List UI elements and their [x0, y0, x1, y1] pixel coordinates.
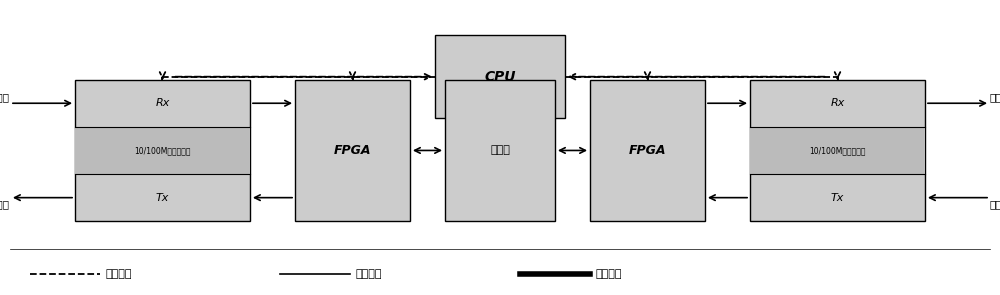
- Text: 数据总线: 数据总线: [355, 269, 382, 279]
- Bar: [75, 127, 250, 174]
- Bar: [295, 80, 410, 221]
- Text: Rx: Rx: [155, 98, 170, 108]
- Text: CPU: CPU: [484, 70, 516, 84]
- Bar: [445, 80, 555, 221]
- Text: 存储器: 存储器: [490, 145, 510, 155]
- Text: 10/100M以太网接口: 10/100M以太网接口: [134, 146, 191, 155]
- Bar: [750, 80, 925, 221]
- Bar: [750, 127, 925, 174]
- Text: 控制总线: 控制总线: [105, 269, 132, 279]
- Text: FPGA: FPGA: [629, 144, 666, 157]
- Bar: [435, 35, 565, 118]
- Text: Rx: Rx: [830, 98, 845, 108]
- Text: 输入数据: 输入数据: [990, 199, 1000, 209]
- Text: 地址总线: 地址总线: [595, 269, 622, 279]
- Bar: [590, 80, 705, 221]
- Text: Tx: Tx: [831, 193, 844, 203]
- Text: 10/100M以太网接口: 10/100M以太网接口: [809, 146, 866, 155]
- Text: 输出数据: 输出数据: [0, 199, 10, 209]
- Text: 输入数据: 输入数据: [0, 92, 10, 102]
- Text: FPGA: FPGA: [334, 144, 371, 157]
- Text: 输出数据: 输出数据: [990, 92, 1000, 102]
- Text: Tx: Tx: [156, 193, 169, 203]
- Bar: [75, 80, 250, 221]
